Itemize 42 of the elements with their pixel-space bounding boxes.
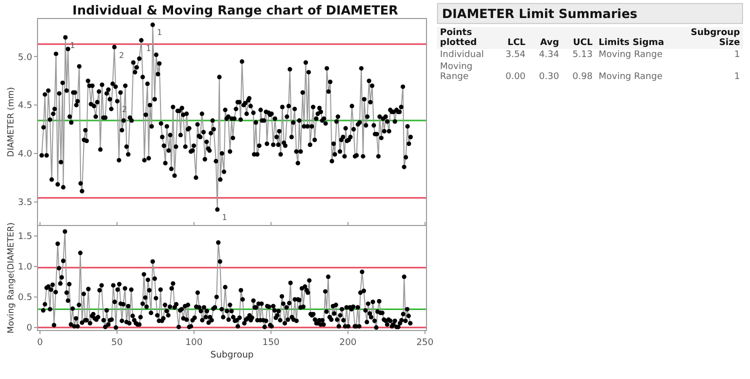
x-tick-label: 100 — [185, 338, 203, 348]
text: Limits Sigma — [596, 27, 688, 49]
text: Avg — [528, 27, 562, 49]
text: 4.34 — [538, 49, 560, 61]
x-tick-label: 200 — [339, 338, 357, 348]
text: Moving Range — [439, 61, 474, 83]
y-axis-title: Moving Range(DIAMETER) — [6, 222, 16, 334]
text: 0.98 — [572, 71, 594, 83]
annotation: 1 — [157, 28, 162, 37]
text: 1 — [733, 49, 741, 61]
text: 0.00 — [504, 71, 527, 83]
text: Moving Range — [598, 49, 664, 61]
y-tick-label: 0 — [26, 324, 32, 334]
x-tick-label: 50 — [111, 338, 123, 348]
y-tick-label: 1.0 — [18, 262, 32, 273]
y-axis-title: DIAMETER (mm) — [6, 87, 16, 157]
y-tick-label: 1.5 — [18, 232, 32, 242]
text: 0.30 — [538, 71, 560, 83]
annotation: 1 — [146, 44, 152, 53]
annotation: 2 — [119, 51, 124, 60]
text: 5.13 — [572, 49, 594, 61]
text: Subgroup Size — [688, 27, 743, 49]
text: 3.54 — [504, 49, 527, 61]
x-tick-label: 250 — [416, 338, 434, 348]
text: UCL — [562, 27, 596, 49]
chart-title: Individual & Moving Range chart of DIAMETER — [72, 2, 399, 18]
text: Individual — [439, 49, 485, 61]
x-axis-title: Subgroup — [210, 350, 254, 361]
y-tick-label: 4.0 — [18, 150, 32, 160]
y-tick-label: 4.5 — [18, 101, 32, 112]
y-tick-label: 5.0 — [18, 52, 32, 63]
x-tick-label: 150 — [262, 338, 280, 348]
annotation: 1 — [222, 213, 228, 222]
text: DIAMETER Limit Summaries — [437, 3, 743, 24]
text: 1 — [733, 71, 741, 83]
y-tick-label: 0.5 — [18, 293, 32, 304]
y-tick-label: 3.5 — [18, 198, 32, 208]
x-tick-label: 0 — [37, 338, 44, 348]
annotation: 2 — [122, 105, 128, 114]
text: LCL — [495, 27, 529, 49]
text: Points plotted — [437, 27, 495, 49]
text: Moving Range — [598, 71, 664, 83]
